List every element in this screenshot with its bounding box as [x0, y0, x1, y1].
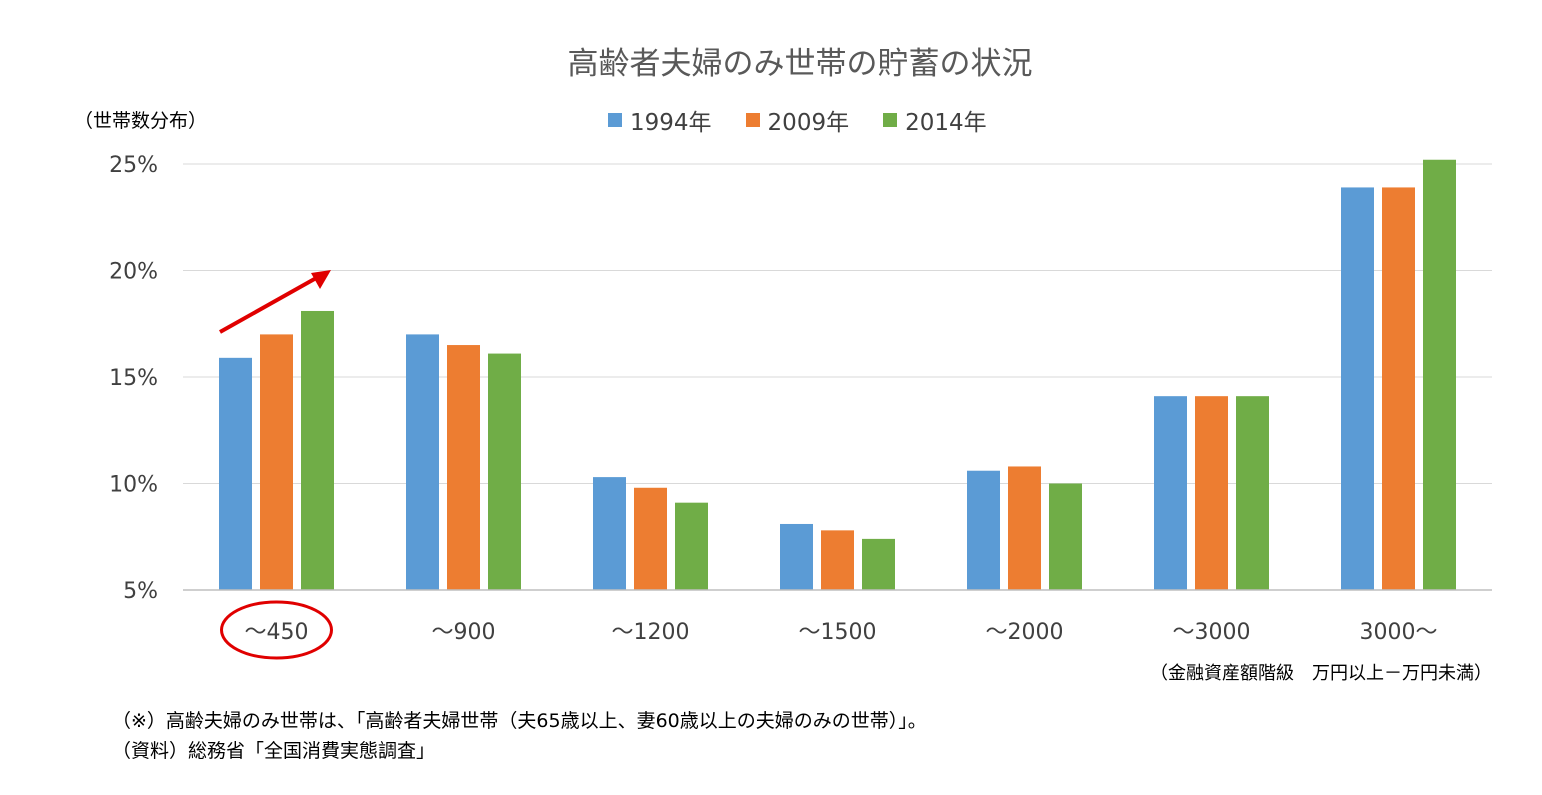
- legend-item-1994: 1994年: [608, 103, 712, 137]
- highlight-circle: [220, 600, 333, 660]
- x-axis-label: （金融資産額階級 万円以上－万円未満）: [1150, 663, 1492, 684]
- legend-item-2009: 2009年: [745, 103, 850, 137]
- bar-1994年-6: [1341, 187, 1374, 590]
- x-tick-label-4: ～2000: [986, 620, 1064, 645]
- y-tick-label-20: 20%: [109, 260, 158, 285]
- bar-2014年-3: [862, 538, 895, 590]
- legend-swatch-2009: [745, 113, 760, 127]
- bar-1994年-2: [593, 477, 626, 590]
- bar-1994年-4: [967, 470, 1000, 590]
- x-tick-label-0: ～450: [245, 620, 309, 645]
- bar-2009年-3: [821, 530, 854, 590]
- legend-label-1994: 1994年: [630, 110, 712, 136]
- bar-1994年-3: [780, 523, 813, 590]
- bar-2009年-5: [1195, 396, 1228, 590]
- legend-label-2014: 2014年: [905, 110, 987, 136]
- x-tick-label-1: ～900: [432, 620, 496, 645]
- chart-title: 高齢者夫婦のみ世帯の貯蓄の状況: [567, 46, 1033, 82]
- y-axis-label: （世帯数分布）: [74, 110, 208, 132]
- bar-2014年-6: [1423, 159, 1456, 591]
- x-tick-label-2: ～1200: [612, 620, 690, 645]
- bar-2009年-6: [1382, 187, 1415, 590]
- bar-2009年-0: [260, 334, 293, 590]
- legend-swatch-2014: [883, 113, 898, 127]
- bar-2014年-2: [675, 502, 708, 590]
- trend-arrow-shaft: [219, 275, 319, 334]
- y-tick-label-5: 5%: [123, 579, 158, 604]
- footnote-definition: （※）高齢夫婦のみ世帯は、「高齢者夫婦世帯（夫65歳以上、妻60歳以上の夫婦のみ…: [112, 710, 927, 732]
- bar-1994年-0: [219, 357, 252, 590]
- bar-1994年-5: [1154, 396, 1187, 590]
- chart-legend: 1994年 2009年 2014年: [608, 103, 1021, 137]
- bar-2014年-4: [1049, 483, 1082, 590]
- bar-2014年-1: [488, 353, 521, 590]
- trend-arrow-head: [311, 270, 331, 289]
- bar-1994年-1: [406, 334, 439, 590]
- bar-2014年-0: [301, 310, 334, 590]
- legend-swatch-1994: [608, 113, 622, 127]
- legend-item-2014: 2014年: [883, 103, 987, 137]
- x-tick-label-5: ～3000: [1173, 620, 1251, 645]
- legend-label-2009: 2009年: [767, 110, 850, 136]
- y-tick-label-15: 15%: [109, 366, 158, 391]
- x-tick-label-3: ～1500: [799, 620, 877, 645]
- bar-2009年-2: [634, 487, 667, 590]
- bar-2014年-5: [1236, 396, 1269, 590]
- x-tick-label-6: 3000～: [1360, 620, 1438, 645]
- bar-2009年-4: [1008, 466, 1041, 590]
- bar-2009年-1: [447, 345, 480, 590]
- y-tick-label-25: 25%: [109, 153, 158, 178]
- footnote-source: （資料）総務省「全国消費実態調査」: [112, 740, 436, 762]
- y-tick-label-10: 10%: [109, 473, 158, 498]
